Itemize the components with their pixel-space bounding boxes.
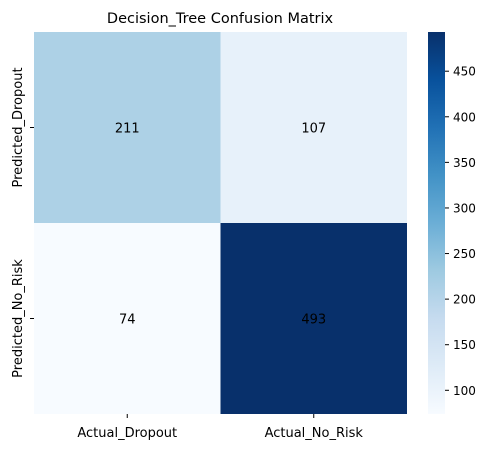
colorbar-tick-label: 150 [453,338,476,352]
heatmap-cell [34,32,221,223]
chart-title: Decision_Tree Confusion Matrix [107,11,334,27]
colorbar-tick-label: 400 [453,110,476,124]
cell-value-label: 74 [119,313,136,328]
colorbar-tick-label: 100 [453,384,476,398]
colorbar-tick-label: 350 [453,156,476,170]
x-tick-label: Actual_No_Risk [265,426,364,441]
heatmap-cell [34,223,221,414]
colorbar-tick-label: 200 [453,293,476,307]
x-axis: Actual_Dropout Actual_No_Risk [77,414,363,441]
y-tick-label: Predicted_Dropout [11,67,26,187]
colorbar: 100 150 200 250 300 350 400 450 [428,32,476,414]
cell-value-label: 211 [115,122,140,137]
y-axis: Predicted_Dropout Predicted_No_Risk [11,67,34,378]
colorbar-tick-label: 450 [453,65,476,79]
heatmap-cells: 211 107 74 493 [34,32,407,414]
heatmap-cell [220,32,407,223]
heatmap-cell [220,223,407,414]
cell-value-label: 107 [301,122,326,137]
colorbar-tick-label: 250 [453,247,476,261]
cell-value-label: 493 [301,313,326,328]
colorbar-gradient [428,32,445,414]
y-tick-label: Predicted_No_Risk [11,259,26,378]
x-tick-label: Actual_Dropout [77,426,177,441]
colorbar-tick-label: 300 [453,201,476,215]
